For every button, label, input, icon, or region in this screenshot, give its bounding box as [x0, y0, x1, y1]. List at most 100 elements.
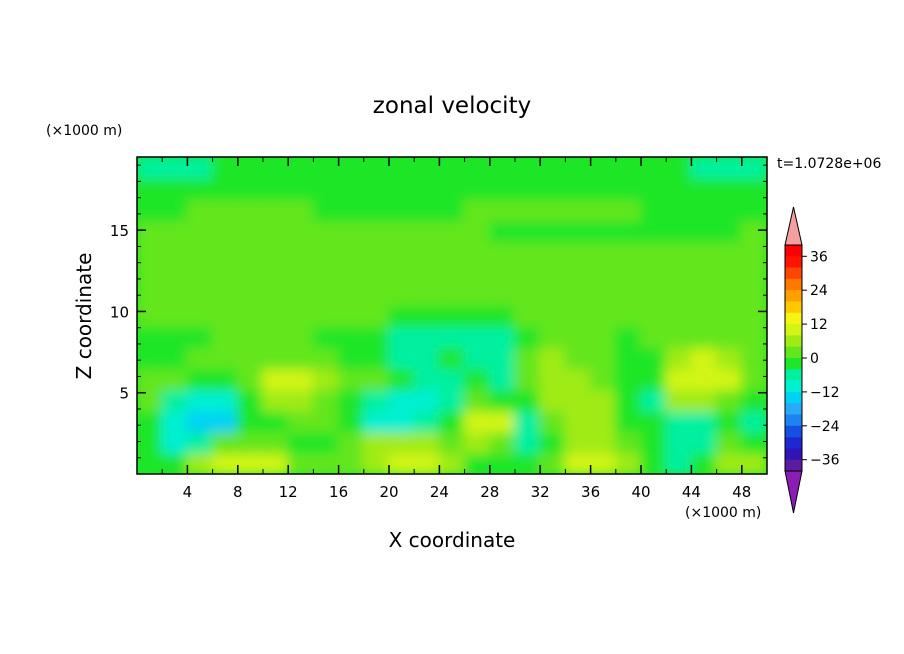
field-cell — [564, 325, 592, 349]
field-cell — [236, 261, 264, 285]
x-tick-label: 16 — [329, 483, 348, 501]
field-cell — [665, 240, 693, 264]
field-cell — [589, 240, 617, 264]
field-cell — [514, 325, 542, 349]
x-tick-label: 32 — [531, 483, 550, 501]
field-cell — [186, 346, 214, 370]
colorbar-swatch — [785, 245, 802, 257]
field-cell — [161, 240, 189, 264]
field-cell — [463, 219, 491, 243]
field-cell — [161, 325, 189, 349]
field-cell — [715, 303, 743, 328]
field-cell — [488, 157, 516, 180]
field-cell — [715, 219, 743, 243]
colorbar-label: 36 — [810, 249, 828, 265]
field-cell — [690, 177, 718, 201]
field-cell — [690, 198, 718, 222]
field-cell — [589, 282, 617, 306]
field-cell — [665, 198, 693, 222]
field-cell — [211, 219, 239, 243]
field-cell — [161, 451, 189, 474]
field-cell — [362, 282, 390, 306]
field-cell — [740, 303, 767, 328]
field-cell — [438, 198, 466, 222]
field-cell — [337, 157, 365, 180]
colorbar-swatch — [785, 380, 802, 393]
field-cell — [589, 346, 617, 370]
field-cell — [161, 282, 189, 306]
field-cell — [715, 367, 743, 391]
field-cell — [514, 240, 542, 264]
field-cell — [539, 430, 567, 454]
field-cell — [137, 430, 164, 454]
field-cell — [564, 219, 592, 243]
field-cell — [539, 409, 567, 433]
field-cell — [665, 346, 693, 370]
field-cell — [438, 219, 466, 243]
colorbar-label: −24 — [810, 419, 840, 435]
field-cell — [690, 430, 718, 454]
colorbar-label: 0 — [810, 351, 819, 367]
field-cell — [362, 451, 390, 474]
field-cell — [312, 346, 340, 370]
field-cell — [388, 219, 416, 243]
field-cell — [438, 282, 466, 306]
x-tick-label: 24 — [430, 483, 449, 501]
field-cell — [463, 261, 491, 285]
colorbar-bottom-arrow — [784, 470, 803, 514]
field-cell — [514, 282, 542, 306]
field-cell — [740, 367, 767, 391]
field-cell — [312, 367, 340, 391]
field-cell — [589, 409, 617, 433]
field-cell — [137, 219, 164, 243]
field-cell — [640, 157, 668, 180]
field-cell — [137, 346, 164, 370]
field-cell — [413, 177, 441, 201]
y-axis-label: Z coordinate — [72, 253, 96, 380]
field-cell — [262, 157, 290, 180]
field-cell — [236, 240, 264, 264]
field-cell — [161, 367, 189, 391]
y-axis: 5 10 15 — [110, 164, 767, 459]
field-cell — [640, 177, 668, 201]
field-cell — [337, 303, 365, 328]
field-cell — [186, 430, 214, 454]
field-cell — [287, 198, 315, 222]
field-cell — [337, 219, 365, 243]
field-cell — [211, 409, 239, 433]
field-cell — [690, 282, 718, 306]
field-cell — [614, 409, 642, 433]
field-cell — [362, 219, 390, 243]
field-cell — [488, 325, 516, 349]
field-cell — [388, 282, 416, 306]
field-cell — [211, 451, 239, 474]
field-cell — [614, 303, 642, 328]
field-cell — [137, 177, 164, 201]
field-cell — [337, 198, 365, 222]
field-cell — [337, 282, 365, 306]
field-cell — [488, 261, 516, 285]
field-cell — [564, 409, 592, 433]
colorbar-label: 24 — [810, 283, 828, 299]
field-cell — [614, 261, 642, 285]
field-cell — [740, 240, 767, 264]
field-cell — [640, 240, 668, 264]
field-cell — [388, 346, 416, 370]
field-cell — [488, 303, 516, 328]
field-cell — [312, 388, 340, 412]
field-cell — [539, 177, 567, 201]
field-cell — [211, 303, 239, 328]
field-cell — [665, 325, 693, 349]
field-cell — [186, 303, 214, 328]
field-cell — [690, 409, 718, 433]
field-cell — [463, 451, 491, 474]
chart-title: zonal velocity — [373, 93, 531, 119]
field-cell — [488, 346, 516, 370]
field-cell — [640, 219, 668, 243]
field-cell — [211, 157, 239, 180]
field-cell — [413, 157, 441, 180]
field-cell — [137, 240, 164, 264]
field-cell — [740, 282, 767, 306]
field-cell — [539, 240, 567, 264]
field-cell — [312, 219, 340, 243]
